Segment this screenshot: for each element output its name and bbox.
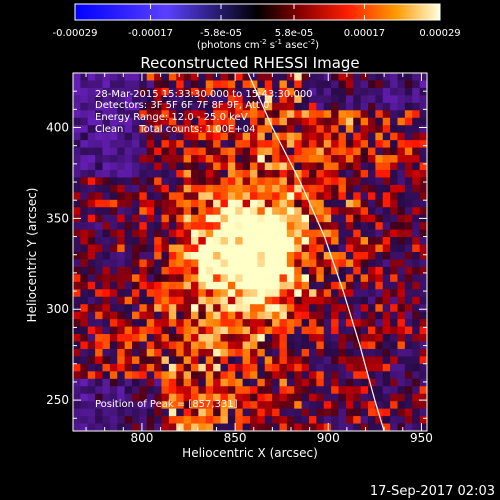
annotation-energy: Energy Range: 12.0 - 25.0 keV bbox=[95, 112, 248, 123]
annotation-clean: Clean Total counts: 1.00E+04 bbox=[95, 124, 255, 135]
peak-position-label: Position of Peak = [857,331] bbox=[95, 399, 238, 410]
x-tick-label: 900 bbox=[317, 431, 340, 445]
x-axis-label: Heliocentric X (arcsec) bbox=[182, 446, 318, 460]
chart-title: Reconstructed RHESSI Image bbox=[140, 54, 359, 72]
colorbar-tick-label: 0.00017 bbox=[344, 28, 385, 39]
y-tick-label: 350 bbox=[46, 211, 69, 225]
footer-date: 17-Sep-2017 02:03 bbox=[370, 484, 495, 499]
colorbar-tick-label: 0.00029 bbox=[419, 28, 460, 39]
colorbar-tick-label: -5.8e-05 bbox=[200, 28, 242, 39]
y-tick-label: 300 bbox=[46, 302, 69, 316]
x-tick-label: 950 bbox=[410, 431, 433, 445]
y-tick-label: 250 bbox=[46, 393, 69, 407]
colorbar-unit: (photons cm-2 s-1 asec-2) bbox=[197, 38, 319, 51]
plot-frame bbox=[72, 72, 428, 432]
x-tick-label: 800 bbox=[130, 431, 153, 445]
annotation-time: 28-Mar-2015 15:33:30.000 to 15:43:30.000 bbox=[95, 89, 313, 100]
y-tick-label: 400 bbox=[46, 121, 69, 135]
y-axis: 250 300 350 400 bbox=[46, 72, 427, 419]
colorbar-ticks: -0.00029 -0.00017 -5.8e-05 5.8e-05 0.00017 0.… bbox=[53, 4, 461, 39]
annotation-detectors: Detectors: 3F 5F 6F 7F 8F 9F, Att 0 bbox=[95, 100, 269, 111]
colorbar-tick-label: 5.8e-05 bbox=[275, 28, 313, 39]
x-axis: 800 850 900 950 bbox=[85, 73, 433, 445]
colorbar-tick-label: -0.00017 bbox=[128, 28, 173, 39]
colorbar-tick-label: -0.00029 bbox=[53, 28, 98, 39]
x-tick-label: 850 bbox=[224, 431, 247, 445]
colorbar bbox=[74, 3, 441, 21]
y-axis-label: Heliocentric Y (arcsec) bbox=[25, 188, 39, 323]
solar-limb-curve bbox=[247, 73, 385, 431]
annotations: 28-Mar-2015 15:33:30.000 to 15:43:30.000… bbox=[95, 89, 313, 135]
